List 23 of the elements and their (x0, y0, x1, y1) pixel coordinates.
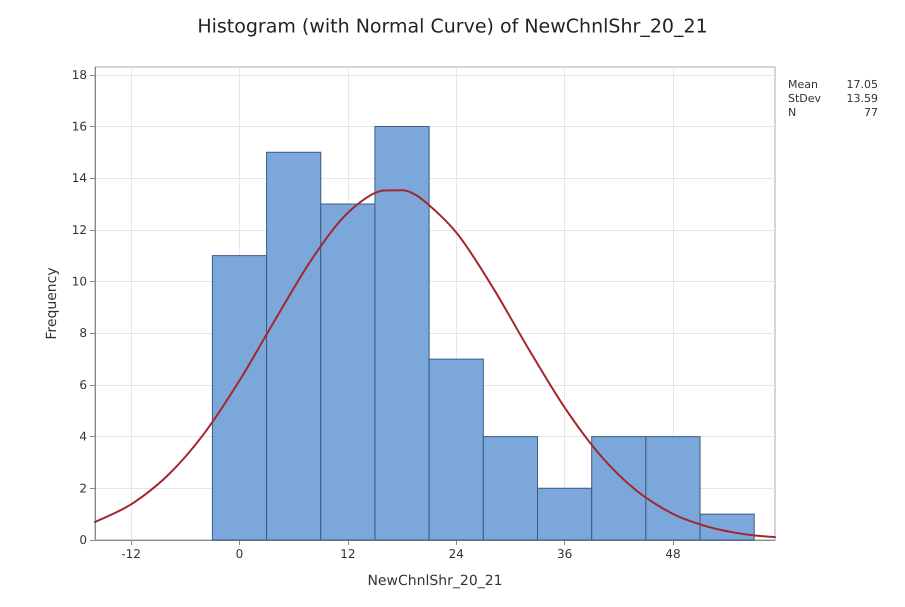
text: StDev 13.59 (788, 92, 878, 105)
x-tick-label: 48 (665, 547, 681, 561)
x-tick-label: 0 (236, 547, 244, 561)
y-tick-label: 8 (79, 326, 87, 340)
x-tick-label: 36 (556, 547, 572, 561)
x-axis-title: NewChnlShr_20_21 (367, 573, 503, 589)
x-tick-label: 12 (340, 547, 356, 561)
x-tick-label: 24 (448, 547, 464, 561)
y-tick-label: 16 (72, 119, 87, 134)
y-tick-label: 14 (72, 171, 87, 186)
y-axis-title: Frequency (44, 267, 60, 340)
chart-title: Histogram (with Normal Curve) of NewChnlShr_20_21 (197, 16, 708, 38)
y-tick-label: 18 (72, 68, 87, 82)
text: Mean 17.05 (788, 78, 878, 91)
y-tick-label: 10 (72, 274, 87, 289)
y-tick-label: 4 (79, 430, 87, 444)
text: N 77 (788, 106, 878, 119)
y-tick-label: 0 (79, 533, 87, 547)
line-series (94, 189, 776, 538)
y-tick-label: 6 (79, 378, 87, 392)
y-tick-label: 2 (79, 481, 87, 496)
x-tick-label: -12 (121, 547, 141, 561)
y-tick-label: 12 (72, 222, 87, 237)
